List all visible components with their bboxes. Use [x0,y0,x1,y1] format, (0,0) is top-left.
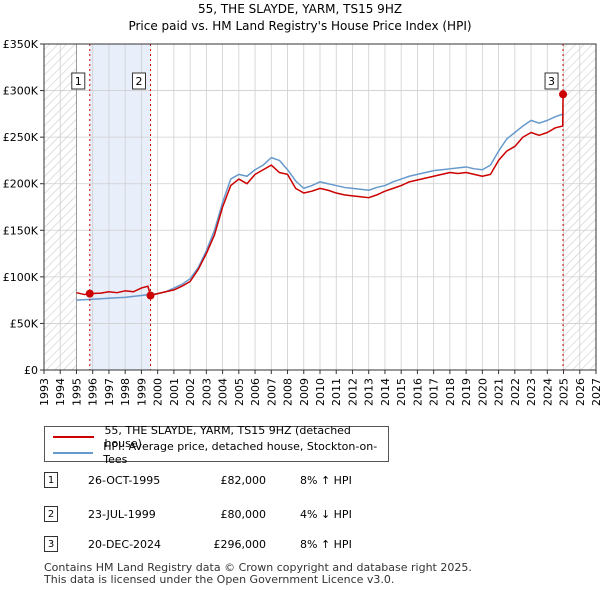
x-tick-label: 1998 [119,378,132,406]
x-tick-label: 1997 [103,378,116,406]
legend-label-hpi: HPI: Average price, detached house, Stoc… [103,440,378,466]
x-tick-label: 2005 [233,378,246,406]
x-tick-label: 2013 [363,378,376,406]
chart-subtitle: Price paid vs. HM Land Registry's House … [128,19,471,33]
x-tick-label: 2003 [200,378,213,406]
x-tick-label: 2001 [168,378,181,406]
sale-price: £80,000 [220,508,267,521]
x-tick-label: 2006 [249,378,262,406]
y-tick-label: £50K [10,317,39,330]
sale-number-badge: 1 [44,472,58,488]
x-tick-label: 2010 [314,378,327,406]
x-tick-label: 2025 [558,378,571,406]
y-axis-ticks: £0 £50K £100K £150K £200K £250K £300K £350K [3,38,44,377]
x-tick-label: 1993 [38,378,51,406]
x-tick-label: 2027 [590,378,600,406]
x-tick-label: 2008 [282,378,295,406]
chart-title: 55, THE SLAYDE, YARM, TS15 9HZ [198,2,402,16]
legend: 55, THE SLAYDE, YARM, TS15 9HZ (detached… [44,424,389,466]
footer-licence: This data is licensed under the Open Gov… [44,573,395,586]
x-tick-label: 2014 [379,378,392,406]
x-tick-label: 2022 [509,378,522,406]
sale-marker-box [132,72,147,90]
y-tick-label: £300K [3,85,39,98]
table-row: 1 26-OCT-1995 £82,000 8% ↑ HPI [44,472,424,490]
sale-price: £296,000 [213,538,267,551]
x-tick-label: 2012 [346,378,359,406]
sale-date: 26-OCT-1995 [88,474,161,487]
marker-layer: 1 2 3 [71,44,568,370]
legend-line-blue [53,452,94,454]
sale-marker-box [544,72,559,90]
sale-marker-label: 1 [75,75,82,88]
x-tick-label: 1994 [54,378,67,406]
x-tick-label: 2015 [395,378,408,406]
legend-item-property: 55, THE SLAYDE, YARM, TS15 9HZ (detached… [53,424,388,450]
y-tick-label: £0 [24,364,38,377]
sale-hpi-diff: 8% ↑ HPI [300,538,352,551]
x-tick-label: 2024 [541,378,554,406]
price-chart: 55, THE SLAYDE, YARM, TS15 9HZ Price pai… [3,2,600,406]
sale-hpi-diff: 8% ↑ HPI [300,474,352,487]
sale-point [146,291,155,300]
x-axis-ticks: 1993 1994 1995 1996 1997 1998 1999 2000 2001 2002… [38,370,600,406]
table-row: 3 20-DEC-2024 £296,000 8% ↑ HPI [44,536,424,554]
sale-marker-badge: 1 [71,72,86,90]
x-tick-label: 2019 [460,378,473,406]
sale-marker-badge: 3 [544,72,559,90]
y-tick-label: £100K [3,271,39,284]
x-tick-label: 2002 [184,378,197,406]
x-tick-label: 2016 [411,378,424,406]
x-tick-label: 2017 [428,378,441,406]
footer-copyright: Contains HM Land Registry data © Crown c… [44,561,472,574]
x-tick-label: 2007 [265,378,278,406]
sale-marker-label: 2 [136,75,143,88]
x-tick-label: 2011 [330,378,343,406]
sale-marker-box [71,72,86,90]
x-tick-label: 2018 [444,378,457,406]
sale-hpi-diff: 4% ↓ HPI [300,508,352,521]
sale-number-badge: 2 [44,506,58,522]
sale-point [85,289,94,298]
sale-point [559,90,568,99]
y-tick-label: £150K [3,224,39,237]
y-tick-label: £350K [3,38,39,51]
x-tick-label: 2004 [217,378,230,406]
sale-number-badge: 3 [44,536,58,552]
footer-notice: Contains HM Land Registry data © Crown c… [44,562,472,586]
x-tick-label: 2020 [476,378,489,406]
legend-label-property: 55, THE SLAYDE, YARM, TS15 9HZ (detached… [104,424,351,450]
x-tick-label: 1999 [135,378,148,406]
table-row: 2 23-JUL-1999 £80,000 4% ↓ HPI [44,506,424,524]
x-tick-label: 2026 [574,378,587,406]
sale-marker-label: 3 [548,75,555,88]
x-tick-label: 2000 [152,378,165,406]
x-tick-label: 1995 [70,378,83,406]
x-tick-label: 2009 [298,378,311,406]
y-tick-label: £250K [3,131,39,144]
sale-marker-badge: 2 [132,72,147,90]
legend-line-red [53,436,95,438]
legend-item-hpi: HPI: Average price, detached house, Stoc… [53,440,388,466]
sale-date: 20-DEC-2024 [88,538,162,551]
ownership-shade [89,44,151,370]
sale-date: 23-JUL-1999 [88,508,156,521]
x-tick-label: 2021 [493,378,506,406]
sale-price: £82,000 [220,474,267,487]
y-tick-label: £200K [3,178,39,191]
x-tick-label: 2023 [525,378,538,406]
x-tick-label: 1996 [87,378,100,406]
